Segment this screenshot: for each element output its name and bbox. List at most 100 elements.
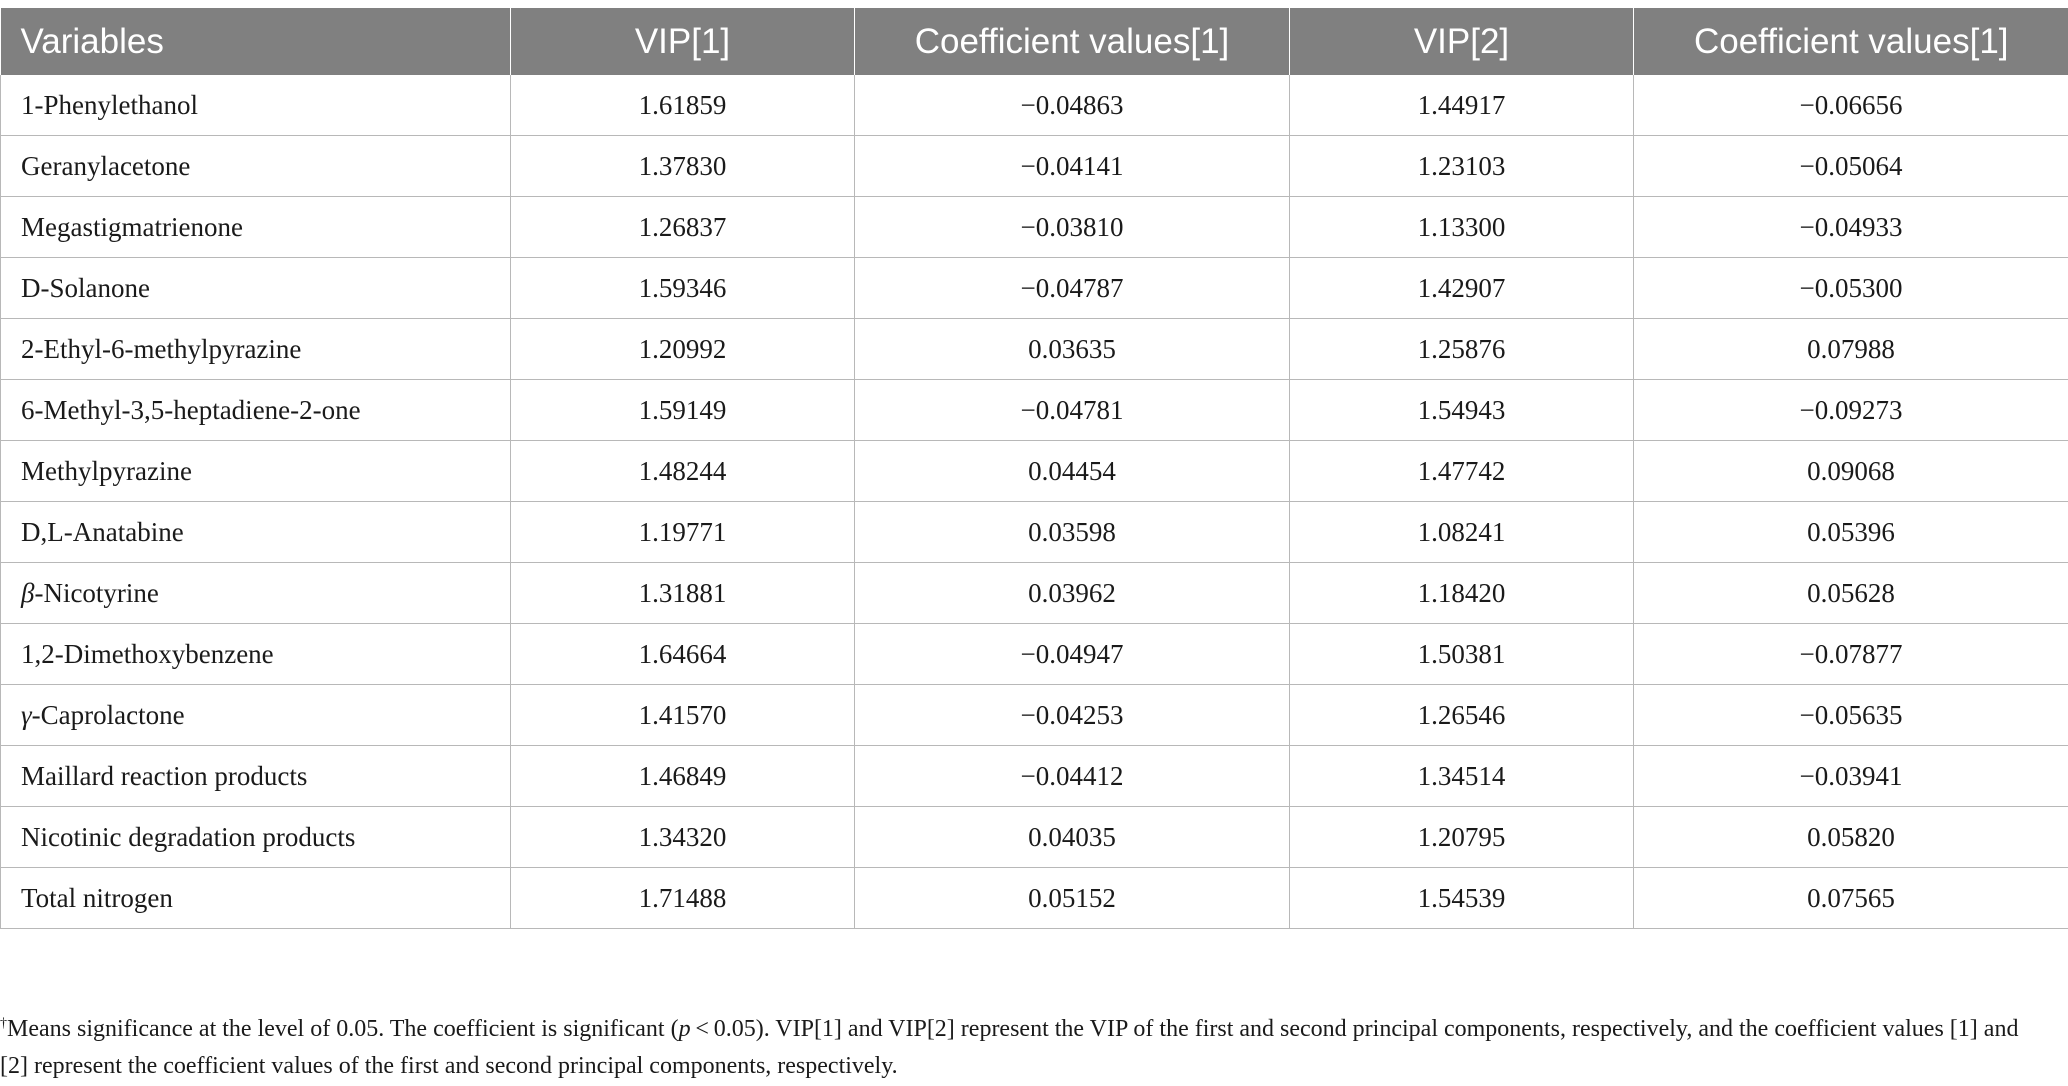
variable-cell: Methylpyrazine [0,440,511,502]
results-table-container: Variables VIP[1] Coefficient values[1] V… [0,8,2068,929]
coefficient-1-cell: 0.04454 [854,440,1290,502]
variable-cell: γ-Caprolactone [0,684,511,746]
vip-2-cell: 1.50381 [1289,623,1634,685]
coefficient-2-cell: −0.07877 [1633,623,2068,685]
variable-cell: Total nitrogen [0,867,511,929]
coefficient-1-cell: −0.04863 [854,75,1290,136]
coefficient-1-cell: 0.03635 [854,318,1290,380]
coefficient-1-cell: −0.04781 [854,379,1290,441]
table-row: Megastigmatrienone 1.26837 −0.03810 1.13300… [0,196,2068,258]
vip-2-cell: 1.18420 [1289,562,1634,624]
table-row: Geranylacetone 1.37830 −0.04141 1.23103 −0.0… [0,135,2068,197]
vip-1-cell: 1.61859 [510,75,855,136]
coefficient-2-cell: 0.09068 [1633,440,2068,502]
variable-cell: Nicotinic degradation products [0,806,511,868]
footnote-dagger-marker: † [0,1016,7,1031]
coefficient-1-cell: −0.04253 [854,684,1290,746]
header-vip-2: VIP[2] [1289,8,1634,75]
coefficient-2-cell: 0.07565 [1633,867,2068,929]
vip-2-cell: 1.26546 [1289,684,1634,746]
vip-2-cell: 1.08241 [1289,501,1634,563]
table-row: Nicotinic degradation products 1.34320 0.0… [0,806,2068,868]
header-vip-1: VIP[1] [510,8,855,75]
vip-1-cell: 1.19771 [510,501,855,563]
header-variables: Variables [0,8,511,75]
coefficient-1-cell: 0.03962 [854,562,1290,624]
coefficient-1-cell: 0.05152 [854,867,1290,929]
vip-2-cell: 1.47742 [1289,440,1634,502]
vip-1-cell: 1.59346 [510,257,855,319]
vip-1-cell: 1.26837 [510,196,855,258]
variable-cell: 1,2-Dimethoxybenzene [0,623,511,685]
greek-prefix: β [21,577,35,608]
table-row: γ-Caprolactone 1.41570 −0.04253 1.26546 −0.0… [0,684,2068,746]
vip-2-cell: 1.42907 [1289,257,1634,319]
table-row: 1-Phenylethanol 1.61859 −0.04863 1.44917 −0.… [0,75,2068,136]
table-row: D,L-Anatabine 1.19771 0.03598 1.08241 0.0539… [0,501,2068,563]
coefficient-1-cell: −0.03810 [854,196,1290,258]
table-footnote: †Means significance at the level of 0.05… [0,1005,2040,1085]
table-row: 1,2-Dimethoxybenzene 1.64664 −0.04947 1.503… [0,623,2068,685]
vip-2-cell: 1.23103 [1289,135,1634,197]
vip-2-cell: 1.54539 [1289,867,1634,929]
coefficient-2-cell: −0.09273 [1633,379,2068,441]
vip-1-cell: 1.37830 [510,135,855,197]
table-row: 2-Ethyl-6-methylpyrazine 1.20992 0.03635 1.… [0,318,2068,380]
table-row: β-Nicotyrine 1.31881 0.03962 1.18420 0.05628 [0,562,2068,624]
table-row: Methylpyrazine 1.48244 0.04454 1.47742 0.090… [0,440,2068,502]
coefficient-1-cell: 0.03598 [854,501,1290,563]
vip-1-cell: 1.20992 [510,318,855,380]
vip-2-cell: 1.34514 [1289,745,1634,807]
variable-cell: D,L-Anatabine [0,501,511,563]
coefficient-1-cell: −0.04947 [854,623,1290,685]
vip-2-cell: 1.13300 [1289,196,1634,258]
footnote-text-part-2: < 0.05). VIP[1] and VIP[2] represent the… [0,1016,2019,1079]
vip-1-cell: 1.46849 [510,745,855,807]
coefficient-1-cell: −0.04141 [854,135,1290,197]
coefficient-2-cell: −0.05064 [1633,135,2068,197]
coefficient-2-cell: 0.05628 [1633,562,2068,624]
table-row: 6-Methyl-3,5-heptadiene-2-one 1.59149 −0.0… [0,379,2068,441]
coefficient-2-cell: −0.05635 [1633,684,2068,746]
variable-cell: Maillard reaction products [0,745,511,807]
table-row: Maillard reaction products 1.46849 −0.0441… [0,745,2068,807]
variable-cell: β-Nicotyrine [0,562,511,624]
vip-1-cell: 1.59149 [510,379,855,441]
vip-1-cell: 1.64664 [510,623,855,685]
coefficient-2-cell: 0.05820 [1633,806,2068,868]
vip-2-cell: 1.44917 [1289,75,1634,136]
variable-cell: 1-Phenylethanol [0,75,511,136]
variable-cell: Megastigmatrienone [0,196,511,258]
header-row: Variables VIP[1] Coefficient values[1] V… [0,8,2068,75]
vip-2-cell: 1.54943 [1289,379,1634,441]
coefficient-2-cell: −0.04933 [1633,196,2068,258]
vip-1-cell: 1.41570 [510,684,855,746]
header-coefficient-1: Coefficient values[1] [854,8,1290,75]
coefficient-2-cell: −0.03941 [1633,745,2068,807]
variable-cell: Geranylacetone [0,135,511,197]
table-row: Total nitrogen 1.71488 0.05152 1.54539 0.075… [0,867,2068,929]
table-row: D-Solanone 1.59346 −0.04787 1.42907 −0.05300 [0,257,2068,319]
table-header: Variables VIP[1] Coefficient values[1] V… [0,8,2068,75]
coefficient-2-cell: −0.06656 [1633,75,2068,136]
vip-1-cell: 1.48244 [510,440,855,502]
coefficient-2-cell: −0.05300 [1633,257,2068,319]
vip-2-cell: 1.20795 [1289,806,1634,868]
variable-cell: 6-Methyl-3,5-heptadiene-2-one [0,379,511,441]
greek-prefix: γ [21,699,32,730]
footnote-p-symbol: p [678,1016,691,1042]
coefficient-2-cell: 0.07988 [1633,318,2068,380]
vip-coefficient-table: Variables VIP[1] Coefficient values[1] V… [0,8,2068,929]
header-coefficient-2: Coefficient values[1] [1633,8,2068,75]
vip-1-cell: 1.31881 [510,562,855,624]
coefficient-1-cell: 0.04035 [854,806,1290,868]
coefficient-1-cell: −0.04412 [854,745,1290,807]
variable-cell: D-Solanone [0,257,511,319]
vip-1-cell: 1.34320 [510,806,855,868]
vip-1-cell: 1.71488 [510,867,855,929]
table-body: 1-Phenylethanol 1.61859 −0.04863 1.44917 −0.… [0,75,2068,929]
coefficient-2-cell: 0.05396 [1633,501,2068,563]
footnote-text-part-1: Means significance at the level of 0.05.… [7,1016,679,1042]
coefficient-1-cell: −0.04787 [854,257,1290,319]
variable-cell: 2-Ethyl-6-methylpyrazine [0,318,511,380]
